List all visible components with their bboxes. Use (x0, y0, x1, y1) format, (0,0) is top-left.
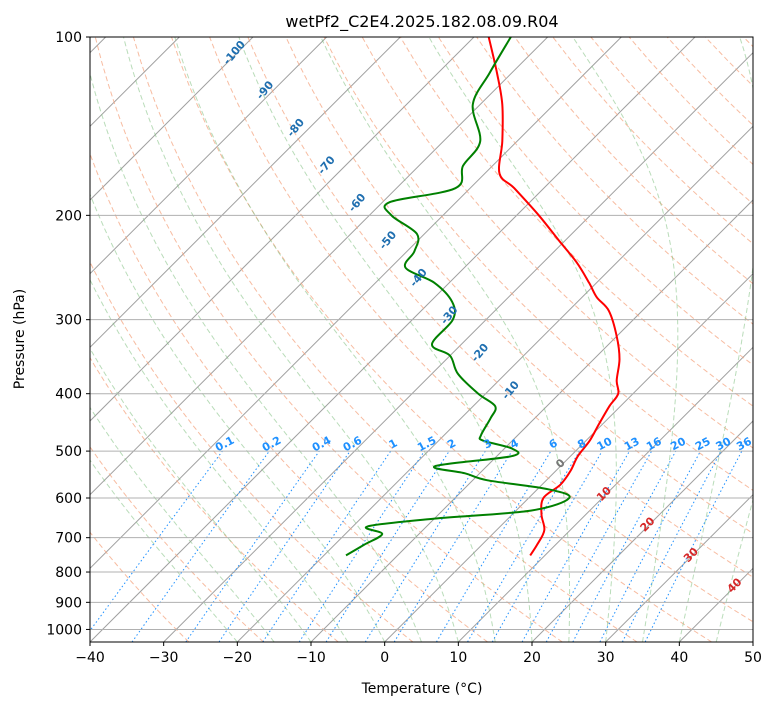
dry-adiabat-line (90, 531, 190, 642)
y-tick-label: 300 (55, 313, 82, 329)
y-tick-label: 500 (55, 444, 82, 460)
mixing-ratio-line (218, 450, 351, 642)
chart-title: wetPf2_C2E4.2025.182.08.09.R04 (285, 12, 558, 32)
mixing-ratio-line (393, 450, 513, 642)
moist-adiabat-line (320, 37, 571, 642)
dry-adiabat-line (514, 37, 753, 285)
moist-adiabat-line (90, 192, 386, 642)
x-axis-ticks: −40 −30 −20 −10 0 10 20 30 40 50 (75, 642, 762, 666)
profile-lines (345, 37, 621, 557)
isotherm-line (90, 37, 622, 570)
isotherm-line (163, 51, 753, 642)
dry-adiabat-line (132, 37, 638, 642)
x-tick-label: 0 (380, 650, 389, 666)
mixing-ratio-line (644, 450, 743, 642)
x-tick-label: −30 (149, 650, 179, 666)
background-lines (90, 37, 753, 642)
isotherm-line (605, 493, 753, 642)
x-tick-label: 10 (449, 650, 467, 666)
y-tick-label: 100 (55, 30, 82, 46)
mixing-ratio-line (325, 450, 450, 642)
moist-adiabat-line (174, 37, 496, 642)
dry-adiabat-line (94, 37, 563, 642)
y-tick-label: 1000 (46, 622, 82, 638)
isotherm-line (384, 272, 753, 642)
moist-adiabat-line (715, 497, 753, 642)
isotherm-line (90, 37, 254, 201)
y-tick-label: 900 (55, 595, 82, 611)
dry-adiabat-line (171, 37, 712, 642)
dry-adiabat-line (323, 37, 753, 491)
moist-adiabat-line (678, 37, 753, 642)
y-tick-label: 800 (55, 565, 82, 581)
pressure-gridlines (90, 37, 753, 630)
plot-area-background (90, 37, 753, 642)
dry-adiabat-line (437, 37, 753, 366)
y-tick-label: 700 (55, 531, 82, 547)
x-tick-label: 20 (523, 650, 541, 666)
moist-adiabat-line (428, 37, 617, 642)
dry-adiabat-line (285, 37, 753, 535)
dry-adiabat-line (399, 37, 753, 407)
mixing-ratio-label: 16 (644, 435, 664, 454)
isotherm-line (90, 37, 475, 422)
dry-adiabat-line (90, 446, 264, 642)
x-tick-label: −40 (75, 650, 105, 666)
mixing-ratio-line (90, 450, 223, 632)
isotherm-line (531, 420, 753, 642)
isotherm-line (90, 37, 549, 496)
dry-adiabat-line (209, 37, 753, 623)
dry-adiabat-line (361, 37, 753, 449)
dry-adiabat-line (90, 152, 488, 642)
y-axis-label: Pressure (hPa) (12, 289, 28, 389)
plot-frame (89, 36, 754, 643)
y-tick-label: 200 (55, 208, 82, 224)
x-tick-label: 50 (744, 650, 762, 666)
isotherm-line (457, 346, 753, 642)
y-axis-ticks: 100 200 300 400 500 600 700 800 900 1000 (46, 30, 90, 638)
y-tick-label: 600 (55, 491, 82, 507)
mixing-ratio-label: 25 (693, 435, 713, 454)
mixing-ratio-label: 10 (595, 434, 615, 453)
dry-adiabat-line (90, 356, 339, 642)
mixing-ratio-line (262, 450, 392, 642)
mixing-ratio-label: 20 (668, 434, 688, 453)
x-tick-label: −20 (223, 650, 253, 666)
isotherm-line (90, 37, 401, 349)
dry-adiabat-line (247, 37, 753, 578)
x-axis-label: Temperature (°C) (361, 681, 483, 697)
moist-adiabat-line (572, 37, 679, 642)
moist-adiabat-line (90, 278, 349, 642)
mixing-ratio-label: 13 (622, 435, 642, 454)
isotherm-line (752, 641, 753, 642)
y-tick-label: 400 (55, 387, 82, 403)
isotherm-line (90, 37, 328, 275)
dewpoint-line (345, 37, 571, 557)
moist-adiabat-line (90, 406, 275, 642)
moist-adiabat-line (238, 37, 533, 642)
dry-adiabat-line (90, 260, 414, 642)
mixing-ratio-line (131, 450, 270, 642)
isotherm-line (236, 125, 753, 642)
moist-adiabat-line (90, 347, 312, 642)
moist-adiabat-line (90, 459, 238, 642)
temperature-line (487, 37, 621, 556)
mixing-ratio-line (572, 450, 677, 642)
mixing-ratio-label: 30 (714, 435, 734, 454)
mixing-ratio-label: 36 (734, 435, 754, 454)
x-tick-label: 30 (597, 650, 615, 666)
x-tick-label: 40 (670, 650, 688, 666)
moist-adiabat-line (123, 37, 459, 642)
mixing-ratio-line (298, 450, 425, 642)
mixing-ratio-line (185, 450, 320, 642)
x-tick-label: −10 (296, 650, 326, 666)
mixing-ratio-line (545, 450, 653, 642)
mixing-ratio-line (521, 450, 630, 642)
